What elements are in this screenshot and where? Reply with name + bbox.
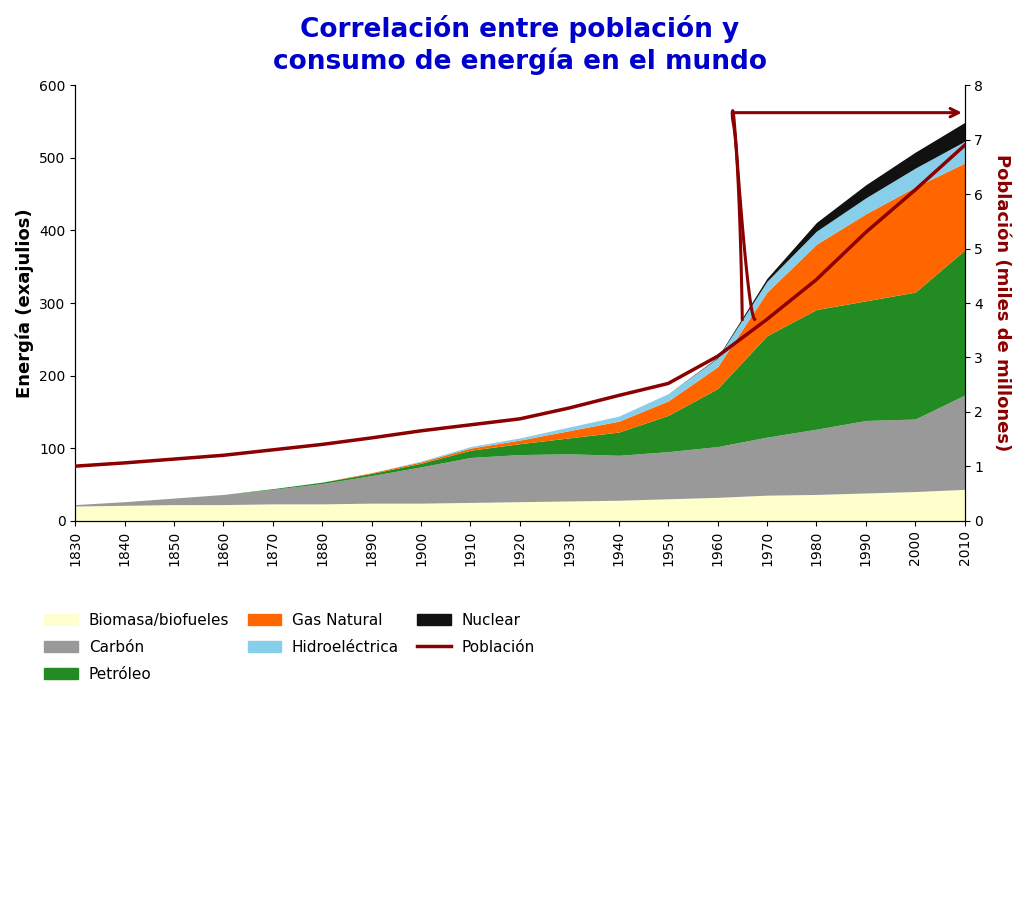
Y-axis label: Población (miles de millones): Población (miles de millones) (993, 154, 1011, 452)
Legend: Biomasa/biofueles, Carbón, Petróleo, Gas Natural, Hidroeléctrica, Nuclear, Pobla: Biomasa/biofueles, Carbón, Petróleo, Gas… (38, 606, 541, 688)
Title: Correlación entre población y
consumo de energía en el mundo: Correlación entre población y consumo de… (273, 15, 766, 75)
Y-axis label: Energía (exajulios): Energía (exajulios) (15, 208, 34, 398)
